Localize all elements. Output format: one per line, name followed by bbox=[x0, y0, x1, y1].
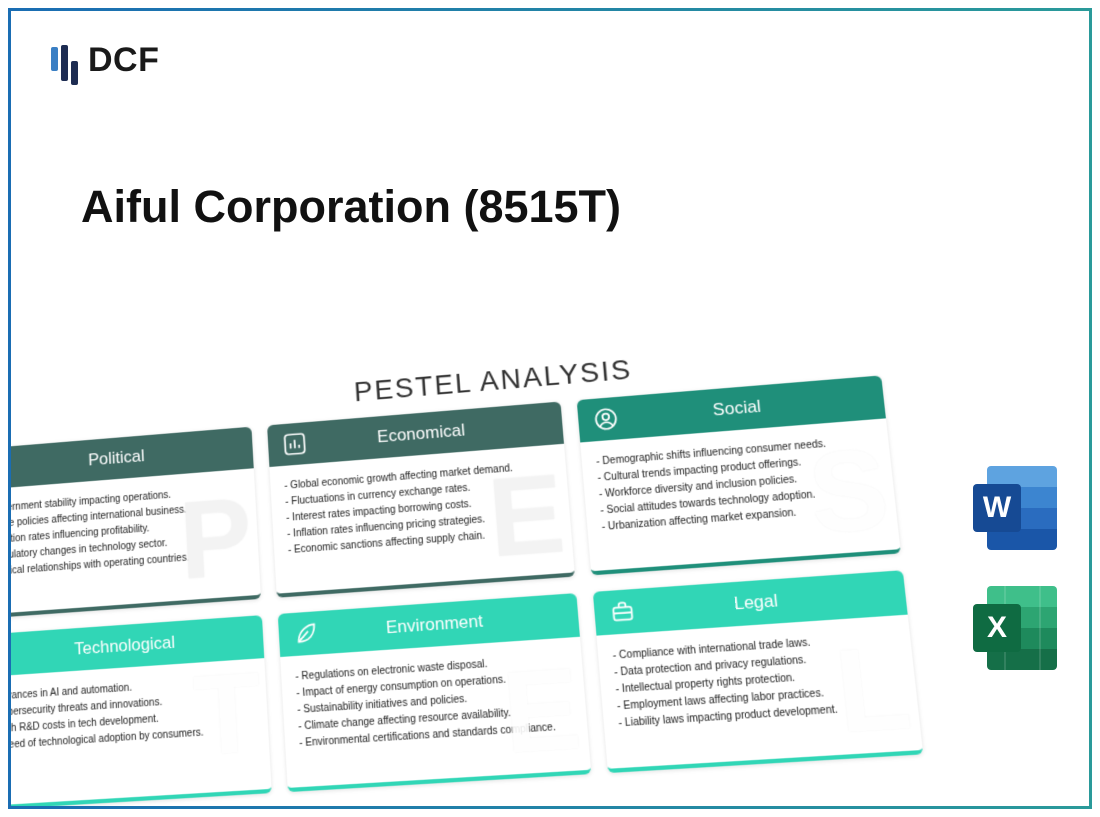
pestel-card-legal: Legal- Compliance with international tra… bbox=[593, 570, 923, 773]
card-body: - Regulations on electronic waste dispos… bbox=[280, 637, 589, 770]
logo-text: DCF bbox=[88, 41, 159, 80]
page-title: Aiful Corporation (8515T) bbox=[81, 181, 621, 233]
word-icon[interactable]: W bbox=[973, 466, 1057, 550]
card-body: - Compliance with international trade la… bbox=[596, 615, 920, 751]
pestel-card-political: Political- Government stability impactin… bbox=[8, 427, 261, 620]
export-icons: W X bbox=[973, 466, 1057, 670]
leaf-icon bbox=[292, 619, 320, 647]
card-title: Social bbox=[633, 390, 843, 427]
card-body: - Demographic shifts influencing consume… bbox=[580, 418, 898, 553]
card-title: Legal bbox=[650, 585, 864, 621]
gear-icon bbox=[8, 641, 14, 669]
logo-bars-icon bbox=[51, 39, 78, 81]
pestel-card-economical: Economical- Global economic growth affec… bbox=[267, 402, 575, 598]
card-body: - Government stability impacting operati… bbox=[8, 468, 260, 598]
card-title: Environment bbox=[332, 607, 537, 642]
card-title: Political bbox=[20, 441, 214, 476]
card-title: Economical bbox=[321, 416, 523, 452]
excel-icon[interactable]: X bbox=[973, 586, 1057, 670]
card-body: - Global economic growth affecting marke… bbox=[269, 444, 573, 577]
dcf-logo: DCF bbox=[51, 39, 159, 81]
pestel-card-environment: Environment- Regulations on electronic w… bbox=[278, 593, 591, 792]
briefcase-icon bbox=[608, 597, 637, 626]
chart-icon bbox=[281, 430, 308, 458]
pestel-analysis: PESTEL ANALYSIS Political- Government st… bbox=[8, 331, 948, 809]
card-title: Technological bbox=[26, 629, 223, 663]
card-body: - Advances in AI and automation.- Cybers… bbox=[8, 658, 270, 772]
pestel-card-social: Social- Demographic shifts influencing c… bbox=[577, 375, 901, 575]
pestel-card-technological: Technological- Advances in AI and automa… bbox=[8, 615, 272, 809]
slide-frame: DCF Aiful Corporation (8515T) PESTEL ANA… bbox=[8, 8, 1092, 809]
person-icon bbox=[592, 405, 621, 433]
